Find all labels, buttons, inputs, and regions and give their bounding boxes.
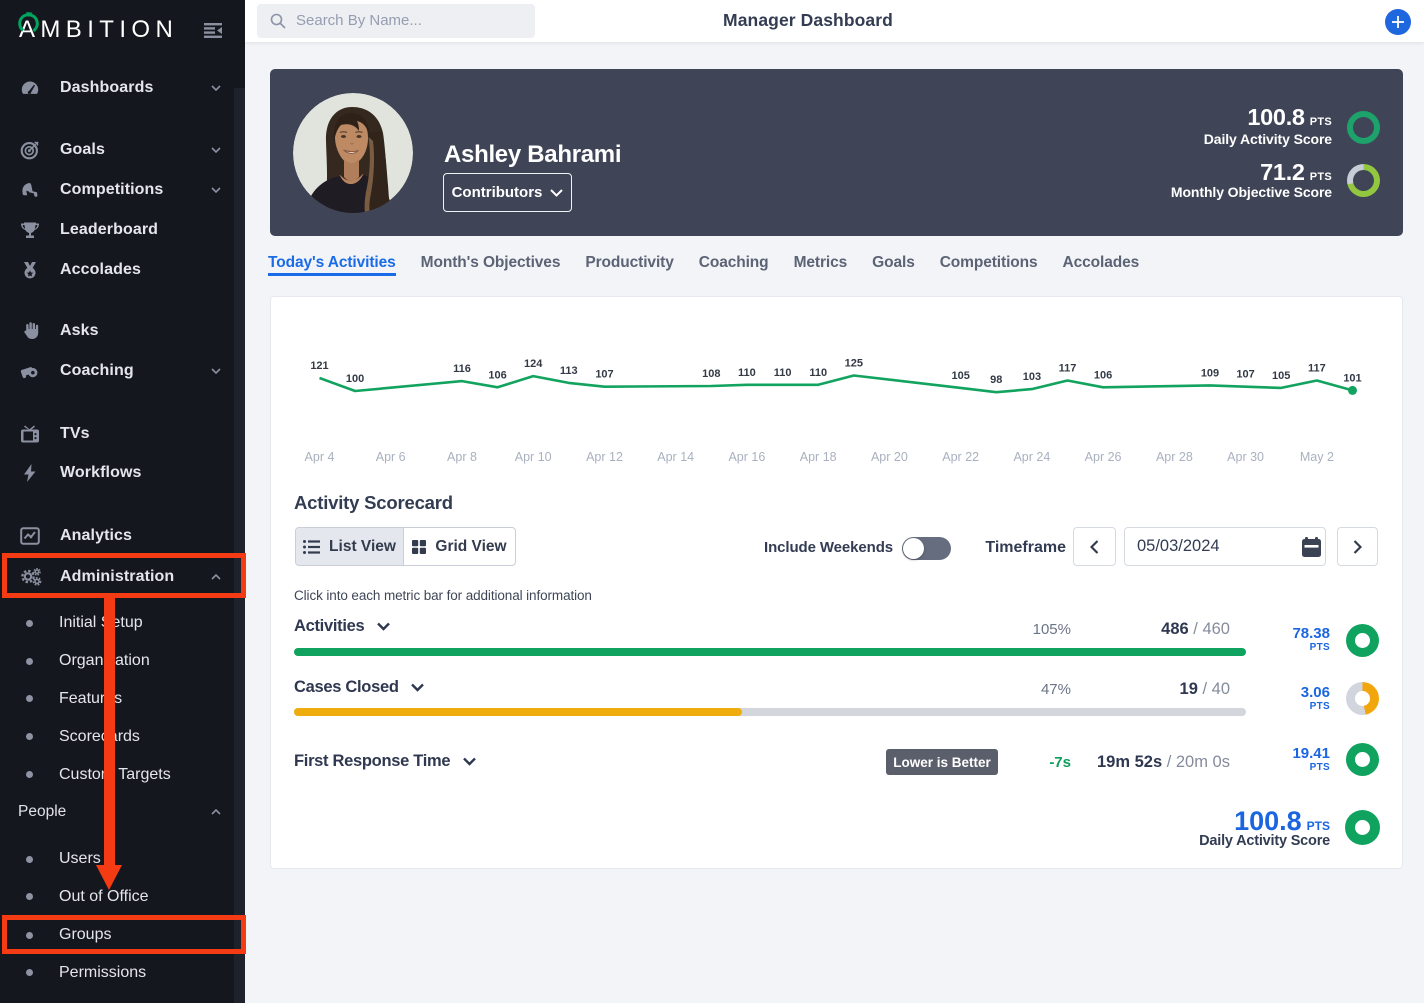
- svg-text:106: 106: [488, 369, 506, 381]
- svg-text:107: 107: [595, 369, 613, 381]
- svg-text:Apr 22: Apr 22: [942, 450, 979, 464]
- svg-text:Apr 26: Apr 26: [1085, 450, 1122, 464]
- svg-text:107: 107: [1236, 369, 1254, 381]
- svg-text:98: 98: [990, 374, 1002, 386]
- svg-text:113: 113: [560, 365, 578, 377]
- svg-text:Apr 10: Apr 10: [515, 450, 552, 464]
- svg-text:110: 110: [809, 367, 827, 379]
- svg-text:103: 103: [1023, 371, 1041, 383]
- svg-text:May 2: May 2: [1300, 450, 1334, 464]
- svg-text:Apr 16: Apr 16: [728, 450, 765, 464]
- svg-text:105: 105: [952, 370, 970, 382]
- svg-text:Apr 20: Apr 20: [871, 450, 908, 464]
- svg-text:121: 121: [310, 360, 328, 372]
- svg-text:Apr 30: Apr 30: [1227, 450, 1264, 464]
- svg-text:105: 105: [1272, 370, 1290, 382]
- svg-text:Apr 18: Apr 18: [800, 450, 837, 464]
- svg-text:108: 108: [702, 368, 720, 380]
- svg-text:110: 110: [738, 367, 756, 379]
- svg-text:Apr 24: Apr 24: [1013, 450, 1050, 464]
- svg-text:101: 101: [1343, 372, 1361, 384]
- svg-text:109: 109: [1201, 367, 1219, 379]
- svg-text:Apr 4: Apr 4: [305, 450, 335, 464]
- svg-text:125: 125: [845, 358, 863, 370]
- svg-text:Apr 28: Apr 28: [1156, 450, 1193, 464]
- svg-text:117: 117: [1308, 363, 1326, 375]
- svg-text:Apr 8: Apr 8: [447, 450, 477, 464]
- svg-text:Apr 12: Apr 12: [586, 450, 623, 464]
- svg-text:Apr 14: Apr 14: [657, 450, 694, 464]
- svg-text:106: 106: [1094, 369, 1112, 381]
- svg-text:110: 110: [774, 367, 792, 379]
- svg-text:Apr 6: Apr 6: [376, 450, 406, 464]
- svg-text:124: 124: [524, 358, 543, 370]
- svg-text:116: 116: [453, 363, 471, 375]
- svg-text:117: 117: [1059, 363, 1077, 375]
- svg-text:100: 100: [346, 373, 364, 385]
